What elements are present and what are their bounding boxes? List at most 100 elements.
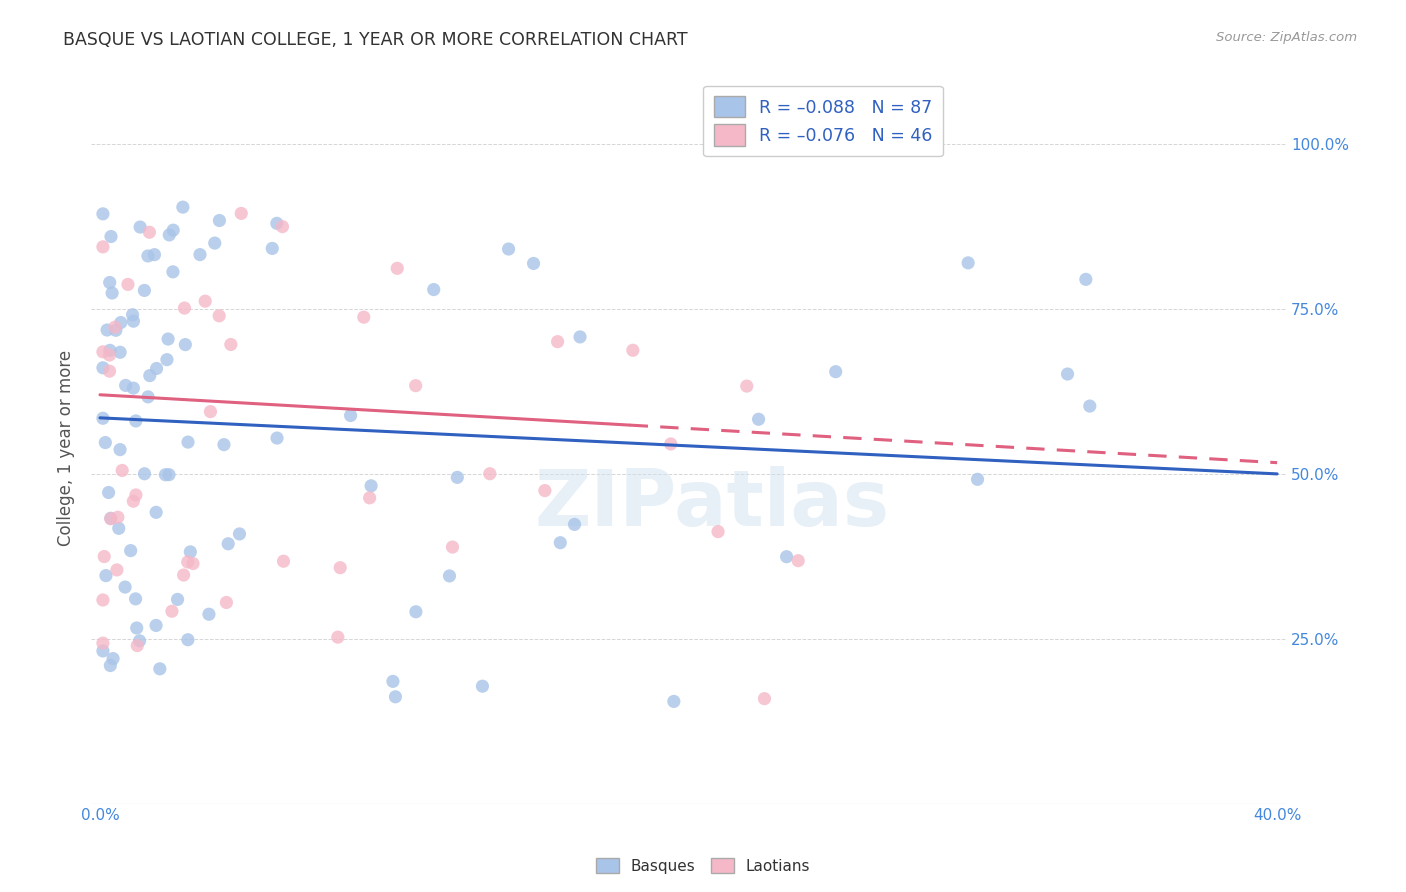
Point xyxy=(173,301,195,315)
Point xyxy=(547,334,569,349)
Point xyxy=(787,554,810,568)
Point xyxy=(174,337,197,351)
Point xyxy=(1056,367,1078,381)
Point xyxy=(208,309,231,323)
Point xyxy=(824,365,846,379)
Point xyxy=(359,491,381,505)
Point xyxy=(100,511,122,525)
Point xyxy=(117,277,139,292)
Point xyxy=(91,207,114,221)
Point xyxy=(162,223,184,237)
Point xyxy=(360,479,382,493)
Point xyxy=(157,467,180,482)
Point xyxy=(384,690,406,704)
Point xyxy=(177,555,200,569)
Point xyxy=(266,216,288,230)
Point xyxy=(100,512,122,526)
Point xyxy=(149,662,172,676)
Point xyxy=(212,437,235,451)
Text: ZIPatlas: ZIPatlas xyxy=(534,467,890,542)
Point xyxy=(662,694,685,708)
Point xyxy=(339,409,361,423)
Point xyxy=(121,308,143,322)
Point xyxy=(110,316,132,330)
Point xyxy=(91,411,114,425)
Point xyxy=(271,219,294,234)
Y-axis label: College, 1 year or more: College, 1 year or more xyxy=(58,350,75,546)
Point xyxy=(125,488,148,502)
Point xyxy=(775,549,797,564)
Point xyxy=(659,437,682,451)
Text: Source: ZipAtlas.com: Source: ZipAtlas.com xyxy=(1216,31,1357,45)
Point xyxy=(91,240,114,254)
Point xyxy=(104,320,127,334)
Point xyxy=(208,213,231,227)
Point xyxy=(143,247,166,261)
Point xyxy=(621,343,644,358)
Point xyxy=(97,485,120,500)
Point xyxy=(200,404,222,418)
Point xyxy=(136,249,159,263)
Point xyxy=(181,557,204,571)
Point xyxy=(217,537,239,551)
Point xyxy=(498,242,520,256)
Point xyxy=(101,285,124,300)
Point xyxy=(122,494,145,508)
Point xyxy=(120,543,142,558)
Point xyxy=(966,472,988,486)
Point xyxy=(122,381,145,395)
Point xyxy=(98,348,121,362)
Point xyxy=(107,510,129,524)
Point xyxy=(177,632,200,647)
Text: BASQUE VS LAOTIAN COLLEGE, 1 YEAR OR MORE CORRELATION CHART: BASQUE VS LAOTIAN COLLEGE, 1 YEAR OR MOR… xyxy=(63,31,688,49)
Point xyxy=(138,225,160,239)
Point xyxy=(107,521,129,535)
Point xyxy=(134,284,156,298)
Point xyxy=(91,636,114,650)
Point xyxy=(91,344,114,359)
Point xyxy=(569,330,592,344)
Point xyxy=(439,569,461,583)
Point xyxy=(136,390,159,404)
Point xyxy=(94,568,117,582)
Legend: R = –0.088   N = 87, R = –0.076   N = 46: R = –0.088 N = 87, R = –0.076 N = 46 xyxy=(703,86,943,156)
Point xyxy=(564,517,586,532)
Point xyxy=(96,323,118,337)
Point xyxy=(157,227,180,242)
Point xyxy=(522,256,544,270)
Point xyxy=(748,412,770,426)
Point xyxy=(104,323,127,337)
Point xyxy=(139,368,162,383)
Point xyxy=(262,241,284,255)
Point xyxy=(173,568,195,582)
Point xyxy=(219,337,242,351)
Point xyxy=(108,345,131,359)
Point xyxy=(91,644,114,658)
Point xyxy=(188,247,211,261)
Point xyxy=(111,463,134,477)
Point xyxy=(1074,272,1097,286)
Point xyxy=(326,630,349,644)
Point xyxy=(145,361,167,376)
Point xyxy=(177,435,200,450)
Point xyxy=(108,442,131,457)
Point xyxy=(100,229,122,244)
Point xyxy=(125,414,148,428)
Point xyxy=(114,580,136,594)
Point xyxy=(134,467,156,481)
Point xyxy=(162,265,184,279)
Legend: Basques, Laotians: Basques, Laotians xyxy=(589,852,817,880)
Point xyxy=(125,621,148,635)
Point xyxy=(98,343,121,358)
Point xyxy=(353,310,375,325)
Point xyxy=(228,527,250,541)
Point xyxy=(166,592,188,607)
Point xyxy=(735,379,758,393)
Point xyxy=(446,470,468,484)
Point xyxy=(957,256,980,270)
Point xyxy=(754,691,776,706)
Point xyxy=(198,607,221,622)
Point xyxy=(98,364,121,378)
Point xyxy=(94,435,117,450)
Point xyxy=(105,563,128,577)
